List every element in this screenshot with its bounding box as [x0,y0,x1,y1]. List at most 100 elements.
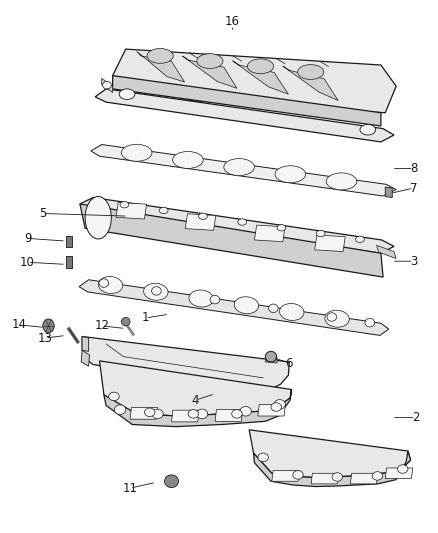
Ellipse shape [270,403,281,411]
Text: 8: 8 [409,162,417,175]
Polygon shape [254,225,284,241]
Text: 4: 4 [191,393,199,407]
Ellipse shape [196,409,207,419]
Polygon shape [314,235,344,252]
Text: 1: 1 [141,311,149,325]
Polygon shape [182,56,237,88]
Ellipse shape [331,473,342,481]
Polygon shape [257,405,285,416]
Ellipse shape [119,89,134,100]
Text: 6: 6 [285,357,293,369]
Ellipse shape [359,124,375,135]
Ellipse shape [210,295,219,304]
Ellipse shape [292,471,303,479]
Polygon shape [113,76,380,126]
Ellipse shape [196,54,223,69]
Ellipse shape [188,290,213,307]
Polygon shape [215,410,242,421]
Ellipse shape [223,159,254,175]
Ellipse shape [364,318,374,327]
Text: 2: 2 [411,411,419,424]
Text: 10: 10 [20,256,35,269]
Polygon shape [82,336,88,351]
Polygon shape [136,51,184,82]
Ellipse shape [151,287,161,295]
Ellipse shape [143,283,168,300]
Polygon shape [66,256,72,268]
Polygon shape [116,203,146,219]
Polygon shape [185,214,215,230]
Polygon shape [282,66,337,101]
Polygon shape [350,473,377,484]
Text: 11: 11 [122,482,137,495]
Text: 7: 7 [409,182,417,195]
Ellipse shape [265,351,276,362]
Ellipse shape [120,201,128,208]
Ellipse shape [247,59,273,74]
Ellipse shape [396,465,407,473]
Ellipse shape [324,310,349,327]
Polygon shape [66,236,72,247]
Polygon shape [91,144,395,196]
Text: 3: 3 [409,255,417,268]
Ellipse shape [121,144,152,161]
Polygon shape [385,468,412,479]
Polygon shape [376,245,395,259]
Polygon shape [113,49,395,113]
Text: 5: 5 [39,207,46,220]
Ellipse shape [326,313,336,321]
Polygon shape [80,198,393,253]
Ellipse shape [276,224,285,231]
Ellipse shape [172,151,203,168]
Polygon shape [81,350,89,366]
Polygon shape [130,408,157,419]
Ellipse shape [114,405,125,415]
Ellipse shape [279,303,303,320]
Polygon shape [271,471,299,481]
Polygon shape [311,473,338,484]
Ellipse shape [121,317,130,326]
Ellipse shape [144,408,155,417]
Ellipse shape [159,207,168,214]
Ellipse shape [43,319,54,333]
Polygon shape [171,410,198,422]
Text: 9: 9 [24,232,31,245]
Ellipse shape [231,410,242,418]
Polygon shape [79,280,388,335]
Ellipse shape [102,82,111,89]
Ellipse shape [147,49,173,63]
Ellipse shape [109,392,119,401]
Ellipse shape [371,472,382,480]
Ellipse shape [164,475,178,488]
Polygon shape [385,187,391,198]
Text: 16: 16 [225,14,240,28]
Ellipse shape [198,213,207,220]
Ellipse shape [316,230,324,237]
Ellipse shape [355,236,364,243]
Ellipse shape [268,304,278,312]
Text: 14: 14 [11,318,26,332]
Ellipse shape [85,197,111,239]
Ellipse shape [99,279,108,287]
Text: 13: 13 [38,332,52,344]
Ellipse shape [274,166,305,183]
Ellipse shape [187,410,198,418]
Polygon shape [253,451,410,487]
Polygon shape [95,89,393,142]
Ellipse shape [152,409,163,419]
Polygon shape [104,390,291,426]
Text: 12: 12 [94,319,109,333]
Polygon shape [80,204,382,277]
Ellipse shape [325,173,356,190]
Ellipse shape [237,219,246,225]
Polygon shape [265,357,276,363]
Polygon shape [232,61,288,94]
Ellipse shape [234,297,258,314]
Ellipse shape [98,277,123,294]
Ellipse shape [257,453,268,462]
Ellipse shape [240,407,251,416]
Polygon shape [102,78,113,93]
Polygon shape [99,361,291,416]
Polygon shape [82,336,289,390]
Polygon shape [249,430,410,478]
